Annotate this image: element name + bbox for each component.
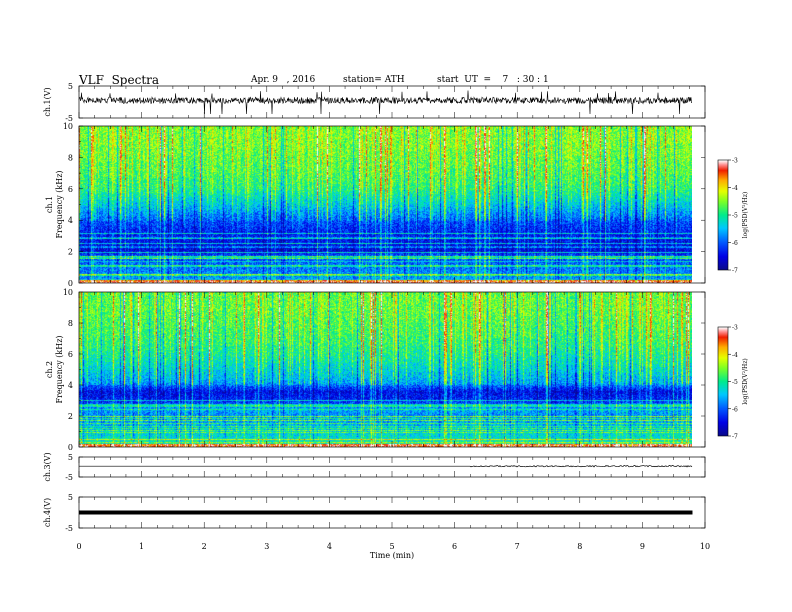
x-tick-label: 4 [327, 542, 332, 551]
x-tick-label: 0 [76, 542, 81, 551]
y-tick-label: 6 [68, 185, 73, 194]
ch1-spectrogram-image [79, 126, 692, 283]
y-tick-label: 6 [68, 350, 73, 359]
x-tick-label: 2 [202, 542, 207, 551]
spectrogram-images [79, 126, 728, 447]
colorbar-tick-label: -7 [732, 268, 738, 275]
date-label: Apr. 9 , 2016 [251, 75, 316, 85]
axes [78, 85, 731, 529]
y-tick-label: 8 [68, 153, 73, 162]
y-tick-label: 2 [68, 412, 73, 421]
station-label: station= ATH [343, 75, 405, 85]
y-tick-label: 0 [68, 443, 73, 452]
x-tick-label: 1 [139, 542, 144, 551]
colorbar-1 [718, 160, 728, 270]
y-axis-label: ch.2 [45, 361, 54, 378]
colorbar-label: log(PSD(V²/Hz) [742, 358, 749, 405]
colorbar-tick-label: -7 [732, 434, 738, 441]
y-tick-label: 5 [68, 82, 73, 91]
y-tick-label: 10 [63, 288, 73, 297]
ch1-waveform-trace [78, 90, 692, 115]
y-axis-label: ch.3(V) [43, 452, 52, 481]
colorbar-tick-label: -5 [732, 213, 738, 220]
x-tick-label: 10 [700, 542, 710, 551]
ch2-spectrogram-image [79, 292, 692, 447]
y-tick-label: 4 [68, 216, 73, 225]
waveform-lines [78, 90, 693, 515]
x-tick-label: 6 [452, 542, 457, 551]
colorbar-tick-label: -6 [732, 406, 738, 413]
colorbar-tick-label: -4 [732, 185, 738, 192]
y-tick-label: 0 [68, 279, 73, 288]
y-axis-label: ch.1 [45, 196, 54, 213]
y-tick-label: 5 [68, 453, 73, 462]
y-tick-label: 4 [68, 381, 73, 390]
y-axis-label: ch.4(V) [43, 498, 52, 527]
y-tick-label: 10 [63, 122, 73, 131]
x-tick-label: 5 [389, 542, 394, 551]
y-tick-label: 5 [68, 493, 73, 502]
ch4-waveform-trace [79, 510, 693, 515]
y-tick-label: -5 [65, 114, 73, 123]
y-tick-label: -5 [65, 524, 73, 533]
figure-title: VLF Spectra [79, 73, 160, 87]
colorbar-2 [718, 327, 728, 436]
y-tick-label: -5 [65, 473, 73, 482]
y-tick-label: 8 [68, 319, 73, 328]
x-tick-label: 3 [264, 542, 269, 551]
x-axis-label: Time (min) [370, 551, 414, 560]
x-tick-label: 7 [515, 542, 520, 551]
colorbar-tick-label: -4 [732, 352, 738, 359]
start-time-label: start UT = 7 : 30 : 1 [437, 75, 549, 85]
ch3-waveform-trace [79, 464, 693, 468]
colorbar-tick-label: -6 [732, 240, 738, 247]
y-axis-label: ch.1(V) [43, 87, 52, 116]
y-axis-label: Frequency (kHz) [55, 335, 64, 403]
x-tick-label: 8 [577, 542, 582, 551]
colorbar-tick-label: -3 [732, 325, 738, 332]
colorbar-tick-label: -3 [732, 158, 738, 165]
y-tick-label: 2 [68, 248, 73, 257]
axis-text: -3 -4 -5 -6 -7 log(PSD(V²/Hz) -3 -4 -5 -6 -7 log(PS… [43, 82, 749, 560]
colorbar-tick-label: -5 [732, 379, 738, 386]
y-axis-label: Frequency (kHz) [55, 170, 64, 238]
colorbar-label: log(PSD(V²/Hz) [742, 192, 749, 239]
x-tick-label: 9 [640, 542, 645, 551]
